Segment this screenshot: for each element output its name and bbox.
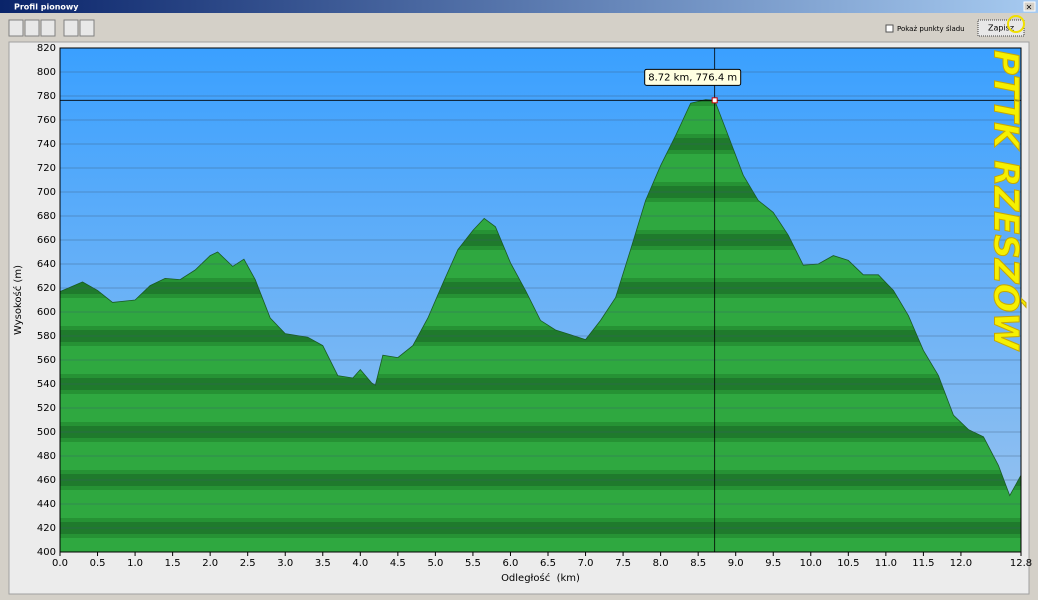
x-tick-label: 1.5 <box>165 558 181 569</box>
x-axis-label: Odległość (km) <box>501 572 580 584</box>
x-tick-label: 5.5 <box>465 558 481 569</box>
y-tick-label: 400 <box>37 547 56 558</box>
y-tick-label: 780 <box>37 91 56 102</box>
y-tick-label: 700 <box>37 187 56 198</box>
y-tick-label: 560 <box>37 355 56 366</box>
x-tick-label: 11.5 <box>912 558 934 569</box>
close-button[interactable] <box>1023 1 1036 12</box>
y-tick-label: 760 <box>37 115 56 126</box>
x-tick-label: 9.0 <box>728 558 744 569</box>
tool-button[interactable] <box>8 19 24 37</box>
y-tick-label: 420 <box>37 523 56 534</box>
y-tick-label: 600 <box>37 307 56 318</box>
y-tick-label: 580 <box>37 331 56 342</box>
x-tick-label: 10.5 <box>837 558 859 569</box>
checkbox[interactable] <box>885 24 894 33</box>
y-tick-label: 500 <box>37 427 56 438</box>
x-tick-label: 9.5 <box>765 558 781 569</box>
window-title: Profil pionowy <box>14 3 79 12</box>
x-tick-label: 2.0 <box>202 558 218 569</box>
y-axis-label: Wysokość (m) <box>12 265 24 335</box>
x-tick-label: 5.0 <box>427 558 443 569</box>
x-tick-label: 0.0 <box>52 558 68 569</box>
x-tick-label: 4.0 <box>352 558 368 569</box>
y-tick-label: 640 <box>37 259 56 270</box>
tool-button[interactable] <box>79 19 95 37</box>
watermark: PTTK RZESZÓW <box>986 50 1027 351</box>
x-tick-label: 0.5 <box>90 558 106 569</box>
x-tick-label: 4.5 <box>390 558 406 569</box>
tool-button[interactable] <box>24 19 40 37</box>
x-tick-label: 8.5 <box>690 558 706 569</box>
y-tick-label: 740 <box>37 139 56 150</box>
x-tick-label: 7.5 <box>615 558 631 569</box>
y-tick-label: 800 <box>37 67 56 78</box>
save-label: Zapisz <box>988 24 1014 33</box>
highlight <box>1007 15 1025 33</box>
x-tick-label: 6.5 <box>540 558 556 569</box>
tooltip-text: 8.72 km, 776.4 m <box>648 72 737 83</box>
y-tick-label: 820 <box>37 43 56 54</box>
y-tick-label: 480 <box>37 451 56 462</box>
x-tick-label: 3.5 <box>315 558 331 569</box>
close-icon: × <box>1026 3 1033 12</box>
x-tick-label: 3.0 <box>277 558 293 569</box>
x-tick-label: 11.0 <box>875 558 897 569</box>
elevation-area <box>59 99 1022 553</box>
y-tick-label: 660 <box>37 235 56 246</box>
x-tick-label: 12.0 <box>950 558 972 569</box>
tool-button[interactable] <box>63 19 79 37</box>
x-tick-label: 8.0 <box>653 558 669 569</box>
cursor-point <box>711 97 718 104</box>
y-tick-label: 720 <box>37 163 56 174</box>
y-tick-label: 520 <box>37 403 56 414</box>
x-tick-label: 12.8 <box>1010 558 1032 569</box>
x-tick-label: 1.0 <box>127 558 143 569</box>
checkbox-label: Pokaż punkty śladu <box>897 25 965 33</box>
x-tick-label: 10.0 <box>800 558 822 569</box>
plot-frame <box>59 47 1022 553</box>
x-tick-label: 6.0 <box>503 558 519 569</box>
toolbar: Pokaż punkty śladu Zapisz <box>8 15 1025 37</box>
x-tick-label: 7.0 <box>578 558 594 569</box>
y-tick-label: 680 <box>37 211 56 222</box>
y-tick-label: 540 <box>37 379 56 390</box>
x-tick-label: 2.5 <box>240 558 256 569</box>
y-tick-label: 620 <box>37 283 56 294</box>
y-tick-label: 440 <box>37 499 56 510</box>
y-tick-label: 460 <box>37 475 56 486</box>
title-bar <box>0 0 1038 13</box>
tool-button[interactable] <box>40 19 56 37</box>
tooltip-box <box>644 68 742 86</box>
